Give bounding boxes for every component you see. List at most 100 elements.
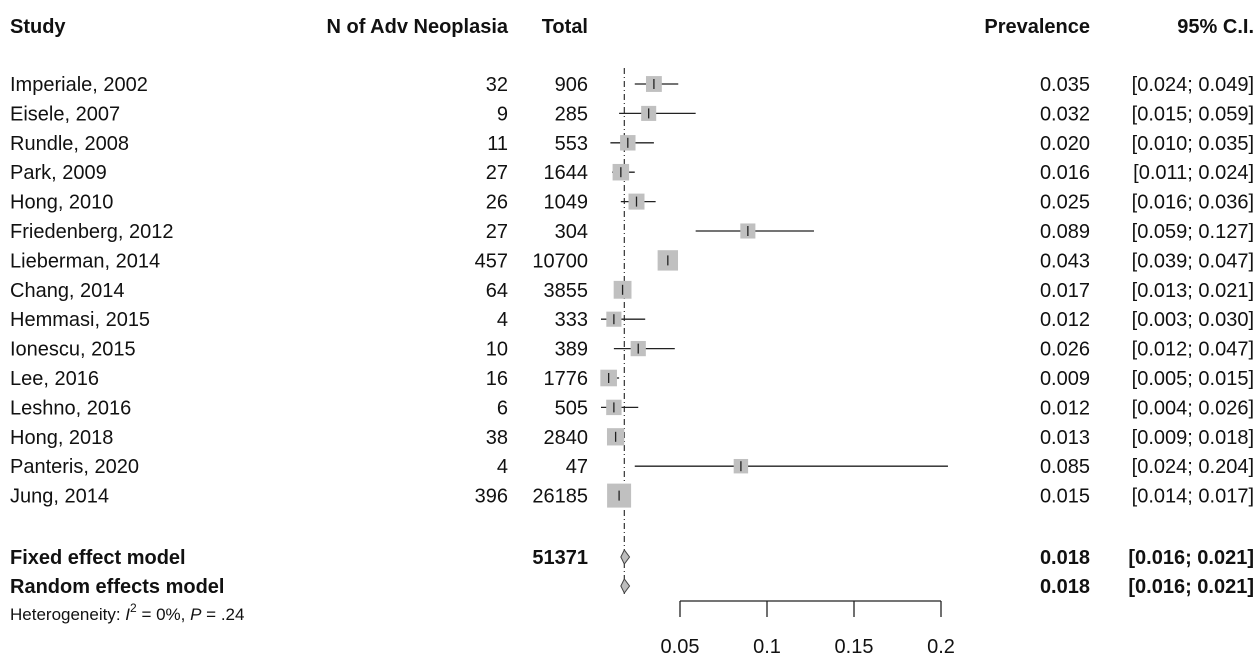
header-events: N of Adv Neoplasia xyxy=(326,16,508,38)
total-panteris-2020: 47 xyxy=(566,456,588,478)
pooled-ci-fixed-effect-model: [0.016; 0.021] xyxy=(1128,547,1254,569)
pooled-estimate-random-effects-model: 0.018 xyxy=(1040,576,1090,598)
ci-jung-2014: [0.014; 0.017] xyxy=(1132,486,1254,508)
estimate-leshno-2016: 0.012 xyxy=(1040,397,1090,419)
study-name-imperiale-2002: Imperiale, 2002 xyxy=(10,74,148,96)
study-name-hong-2018: Hong, 2018 xyxy=(10,427,113,449)
estimate-hong-2010: 0.025 xyxy=(1040,192,1090,214)
ci-lee-2016: [0.005; 0.015] xyxy=(1132,368,1254,390)
total-lieberman-2014: 10700 xyxy=(532,250,588,272)
pooled-name-random-effects-model: Random effects model xyxy=(10,576,224,598)
x-tick-label-0-1: 0.1 xyxy=(753,636,781,657)
estimate-friedenberg-2012: 0.089 xyxy=(1040,221,1090,243)
study-name-chang-2014: Chang, 2014 xyxy=(10,280,125,302)
events-hong-2010: 26 xyxy=(486,192,508,214)
pooled-ci-random-effects-model: [0.016; 0.021] xyxy=(1128,576,1254,598)
events-imperiale-2002: 32 xyxy=(486,74,508,96)
ci-friedenberg-2012: [0.059; 0.127] xyxy=(1132,221,1254,243)
study-name-eisele-2007: Eisele, 2007 xyxy=(10,103,120,125)
total-eisele-2007: 285 xyxy=(555,103,588,125)
heterogeneity-prefix: Heterogeneity: xyxy=(10,605,125,624)
ci-chang-2014: [0.013; 0.021] xyxy=(1132,280,1254,302)
study-name-leshno-2016: Leshno, 2016 xyxy=(10,397,131,419)
estimate-imperiale-2002: 0.035 xyxy=(1040,74,1090,96)
ci-hong-2018: [0.009; 0.018] xyxy=(1132,427,1254,449)
pooled-diamond-random-effects-model xyxy=(620,578,631,594)
ci-ionescu-2015: [0.012; 0.047] xyxy=(1132,339,1254,361)
events-chang-2014: 64 xyxy=(486,280,508,302)
ci-hemmasi-2015: [0.003; 0.030] xyxy=(1132,309,1254,331)
heterogeneity-i-value: = 0%, xyxy=(137,605,190,624)
total-leshno-2016: 505 xyxy=(555,397,588,419)
ci-lieberman-2014: [0.039; 0.047] xyxy=(1132,250,1254,272)
pooled-estimate-fixed-effect-model: 0.018 xyxy=(1040,547,1090,569)
total-hemmasi-2015: 333 xyxy=(555,309,588,331)
estimate-park-2009: 0.016 xyxy=(1040,162,1090,184)
study-name-hong-2010: Hong, 2010 xyxy=(10,192,113,214)
estimate-hong-2018: 0.013 xyxy=(1040,427,1090,449)
header-study: Study xyxy=(10,16,66,38)
total-park-2009: 1644 xyxy=(544,162,589,184)
estimate-ionescu-2015: 0.026 xyxy=(1040,339,1090,361)
total-hong-2018: 2840 xyxy=(544,427,589,449)
events-hong-2018: 38 xyxy=(486,427,508,449)
study-name-hemmasi-2015: Hemmasi, 2015 xyxy=(10,309,150,331)
study-name-ionescu-2015: Ionescu, 2015 xyxy=(10,339,136,361)
study-name-lieberman-2014: Lieberman, 2014 xyxy=(10,250,160,272)
heterogeneity-p-value: = .24 xyxy=(201,605,244,624)
estimate-eisele-2007: 0.032 xyxy=(1040,103,1090,125)
events-panteris-2020: 4 xyxy=(497,456,508,478)
study-name-lee-2016: Lee, 2016 xyxy=(10,368,99,390)
study-name-panteris-2020: Panteris, 2020 xyxy=(10,456,139,478)
total-ionescu-2015: 389 xyxy=(555,339,588,361)
ci-leshno-2016: [0.004; 0.026] xyxy=(1132,397,1254,419)
total-rundle-2008: 553 xyxy=(555,133,588,155)
events-jung-2014: 396 xyxy=(475,486,508,508)
events-hemmasi-2015: 4 xyxy=(497,309,508,331)
header-estimate: Prevalence xyxy=(984,16,1090,38)
events-park-2009: 27 xyxy=(486,162,508,184)
pooled-total-fixed-effect-model: 51371 xyxy=(532,547,588,569)
pooled-name-fixed-effect-model: Fixed effect model xyxy=(10,547,186,569)
study-name-jung-2014: Jung, 2014 xyxy=(10,486,109,508)
pooled-diamond-fixed-effect-model xyxy=(620,549,631,565)
events-eisele-2007: 9 xyxy=(497,103,508,125)
ci-rundle-2008: [0.010; 0.035] xyxy=(1132,133,1254,155)
events-friedenberg-2012: 27 xyxy=(486,221,508,243)
total-chang-2014: 3855 xyxy=(544,280,589,302)
events-ionescu-2015: 10 xyxy=(486,339,508,361)
total-hong-2010: 1049 xyxy=(544,192,589,214)
events-rundle-2008: 11 xyxy=(487,133,508,155)
header-ci: 95% C.I. xyxy=(1177,16,1254,38)
ci-panteris-2020: [0.024; 0.204] xyxy=(1132,456,1254,478)
estimate-jung-2014: 0.015 xyxy=(1040,486,1090,508)
header-total: Total xyxy=(542,16,588,38)
heterogeneity-i-superscript: 2 xyxy=(130,601,137,615)
total-lee-2016: 1776 xyxy=(544,368,589,390)
events-leshno-2016: 6 xyxy=(497,397,508,419)
estimate-lieberman-2014: 0.043 xyxy=(1040,250,1090,272)
x-tick-label-0-2: 0.2 xyxy=(927,636,955,657)
study-name-friedenberg-2012: Friedenberg, 2012 xyxy=(10,221,173,243)
estimate-panteris-2020: 0.085 xyxy=(1040,456,1090,478)
ci-eisele-2007: [0.015; 0.059] xyxy=(1132,103,1254,125)
ci-imperiale-2002: [0.024; 0.049] xyxy=(1132,74,1254,96)
events-lieberman-2014: 457 xyxy=(475,250,508,272)
heterogeneity-p-letter: P xyxy=(190,605,202,624)
heterogeneity-i-letter: I xyxy=(125,605,130,624)
events-lee-2016: 16 xyxy=(486,368,508,390)
study-name-park-2009: Park, 2009 xyxy=(10,162,107,184)
estimate-hemmasi-2015: 0.012 xyxy=(1040,309,1090,331)
estimate-rundle-2008: 0.020 xyxy=(1040,133,1090,155)
x-tick-label-0-05: 0.05 xyxy=(661,636,700,657)
heterogeneity-text: Heterogeneity: I2 = 0%, P = .24 xyxy=(10,601,244,624)
total-friedenberg-2012: 304 xyxy=(555,221,588,243)
ci-park-2009: [0.011; 0.024] xyxy=(1133,162,1254,184)
total-imperiale-2002: 906 xyxy=(555,74,588,96)
total-jung-2014: 26185 xyxy=(532,486,588,508)
estimate-lee-2016: 0.009 xyxy=(1040,368,1090,390)
ci-hong-2010: [0.016; 0.036] xyxy=(1132,192,1254,214)
x-tick-label-0-15: 0.15 xyxy=(835,636,874,657)
